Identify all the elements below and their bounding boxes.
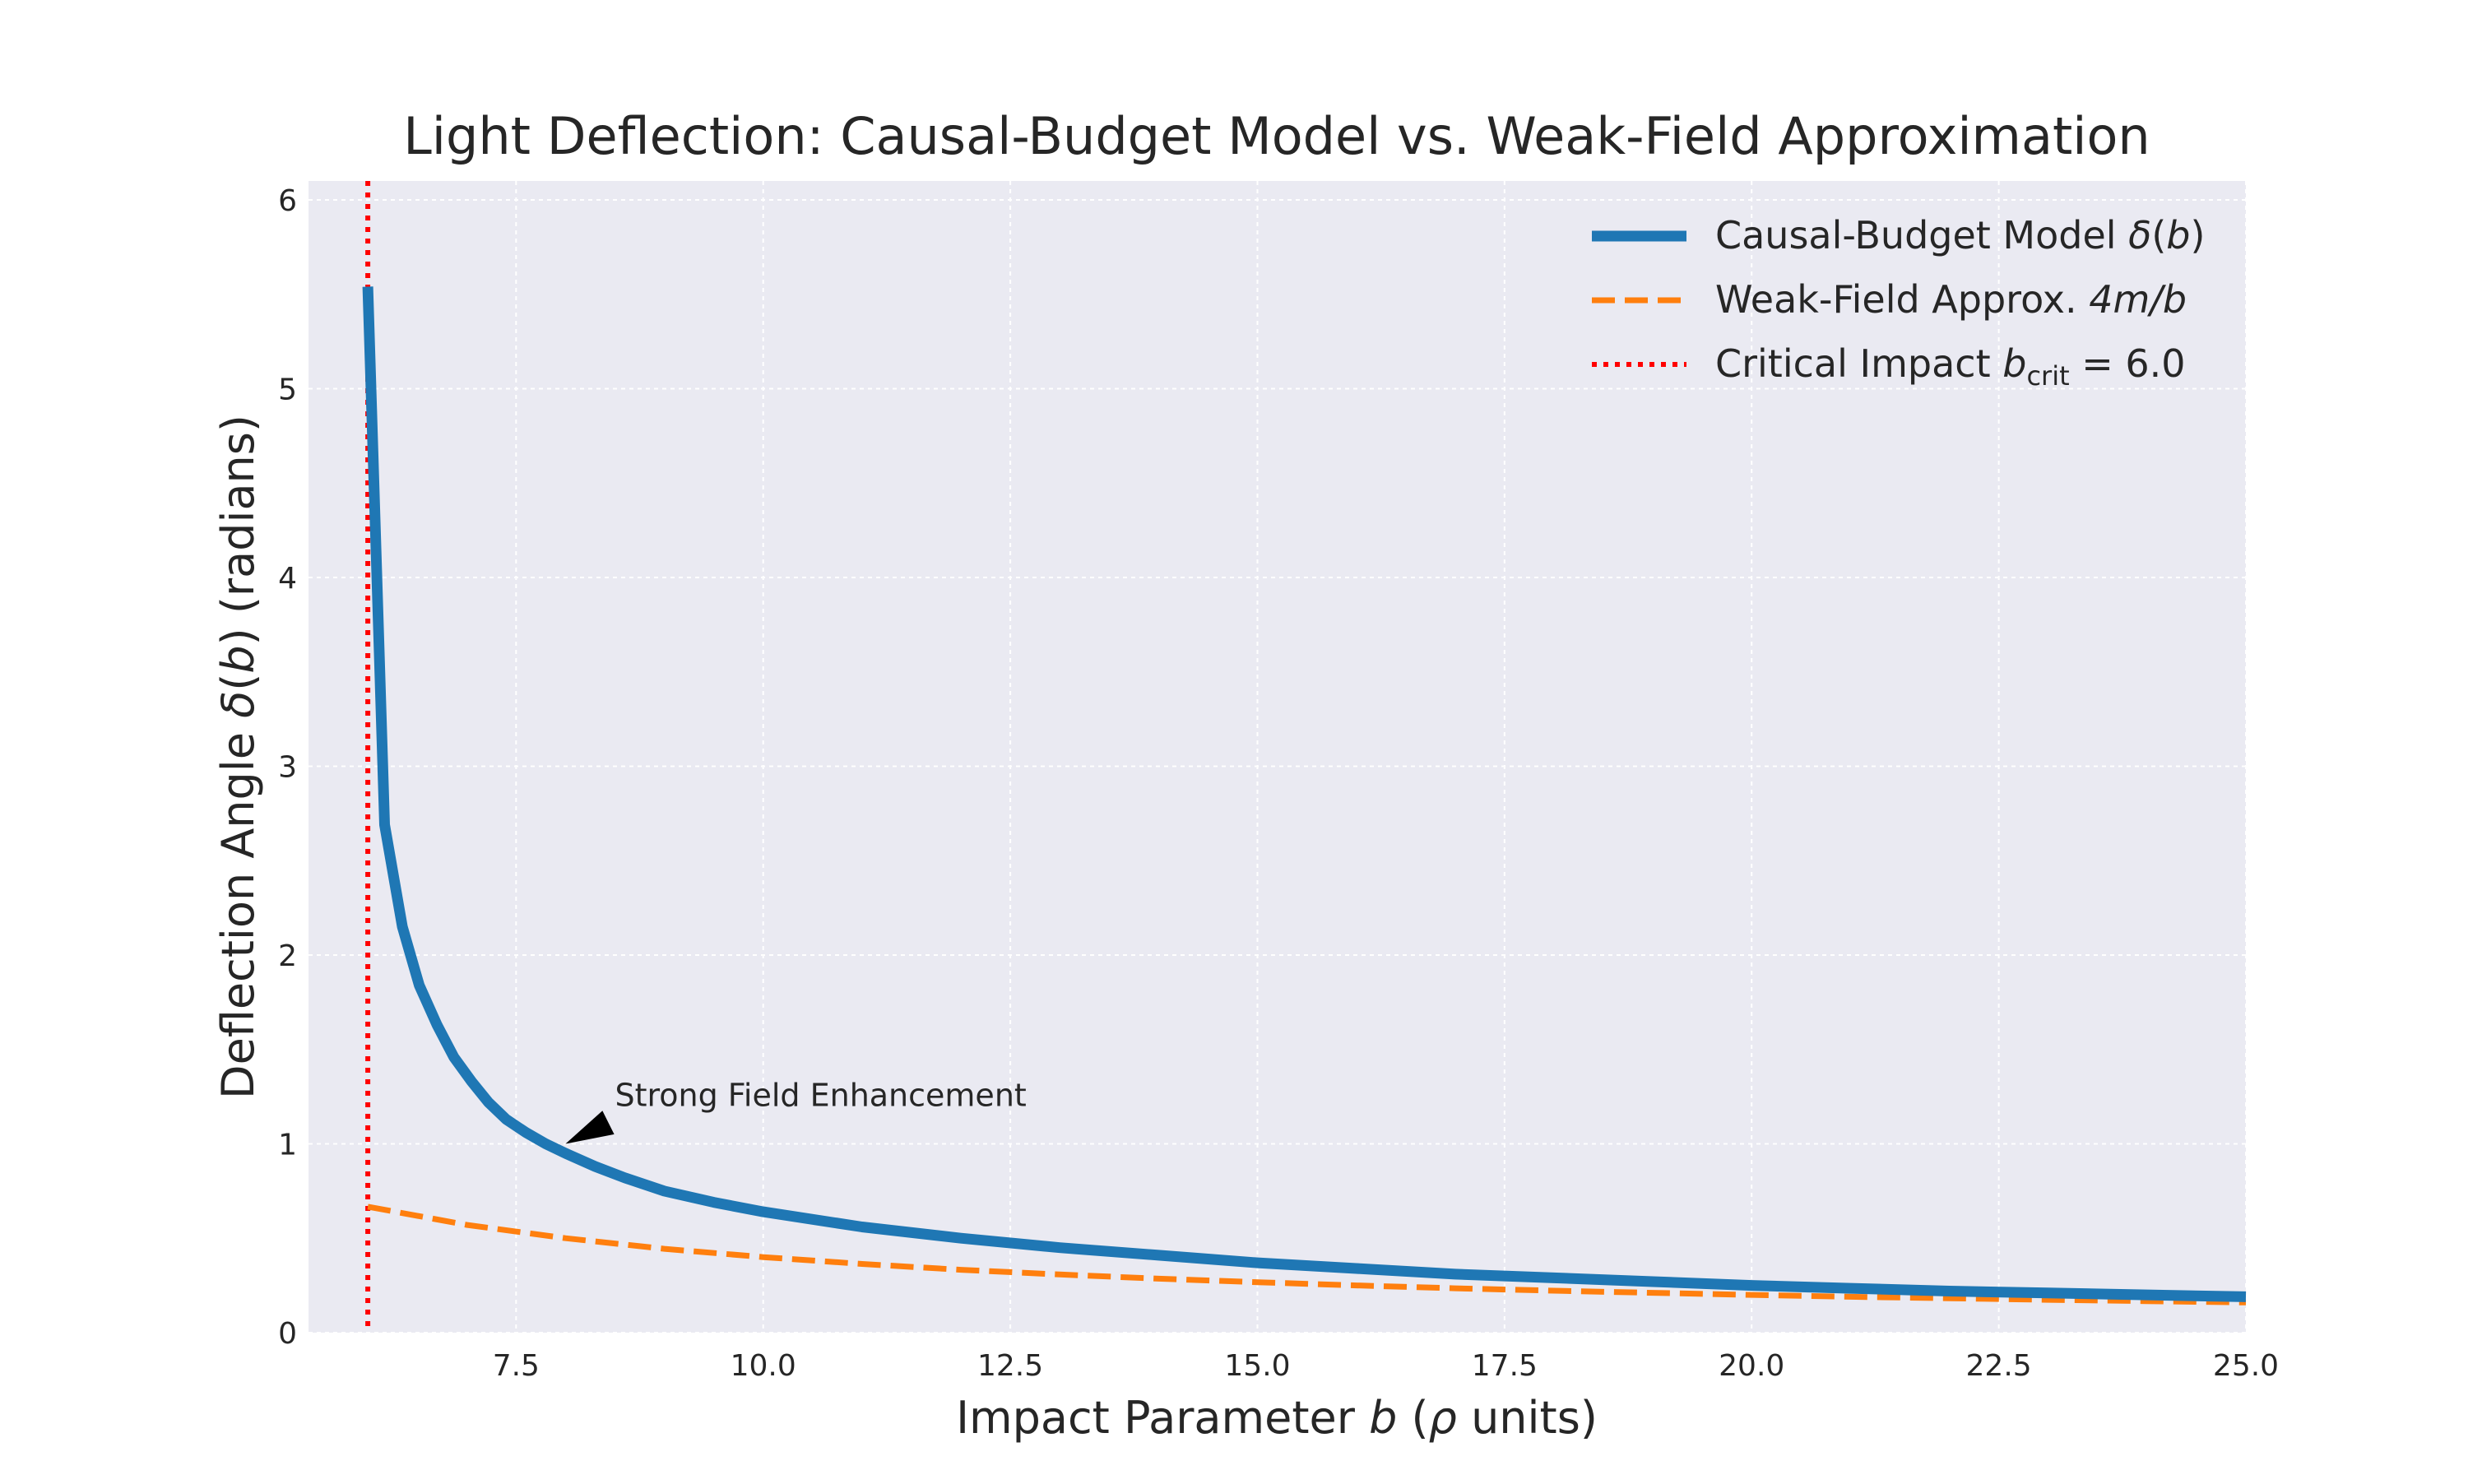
x-tick-label: 7.5	[493, 1349, 540, 1383]
x-tick-label: 10.0	[731, 1349, 796, 1383]
series-layer	[362, 181, 2247, 1333]
legend-label-weak: Weak-Field Approx. 4m/b	[1715, 277, 2187, 322]
y-axis-label: Deflection Angle δ(b) (radians)	[212, 415, 264, 1099]
y-tick-label: 6	[278, 184, 297, 218]
x-tick-label: 15.0	[1224, 1349, 1290, 1383]
legend-label-causal: Causal-Budget Model δ(b)	[1715, 213, 2205, 257]
legend: Causal-Budget Model δ(b) Weak-Field Appr…	[1592, 213, 2205, 392]
plot-background	[308, 181, 2246, 1333]
legend-label-critical: Critical Impact bcrit = 6.0	[1715, 341, 2186, 392]
y-tick-label: 3	[278, 750, 297, 784]
x-tick-label: 25.0	[2213, 1349, 2279, 1383]
x-axis-label: Impact Parameter b (ρ units)	[956, 1392, 1598, 1444]
annotation-text: Strong Field Enhancement	[615, 1078, 1026, 1114]
grid-layer	[308, 181, 2247, 1333]
causal-budget-line	[362, 286, 2247, 1302]
x-tick-label: 20.0	[1719, 1349, 1784, 1383]
x-tick-label: 17.5	[1472, 1349, 1538, 1383]
y-tick-label: 0	[278, 1317, 297, 1351]
weak-field-line	[367, 1203, 2247, 1305]
x-tick-label: 12.5	[977, 1349, 1043, 1383]
annotation-arrow	[565, 1111, 615, 1144]
chart-title: Light Deflection: Causal-Budget Model vs…	[403, 106, 2150, 166]
y-tick-label: 2	[278, 939, 297, 973]
x-tick-label: 22.5	[1966, 1349, 2032, 1383]
annotation-layer: Strong Field Enhancement	[565, 1078, 1027, 1144]
tick-layer: 7.5 10.0 12.5 15.0 17.5 20.0 22.5 25.0 0 1 2 3 4 5 6	[278, 184, 2279, 1383]
y-tick-label: 1	[278, 1128, 297, 1162]
y-tick-label: 4	[278, 562, 297, 596]
y-tick-label: 5	[278, 373, 297, 406]
